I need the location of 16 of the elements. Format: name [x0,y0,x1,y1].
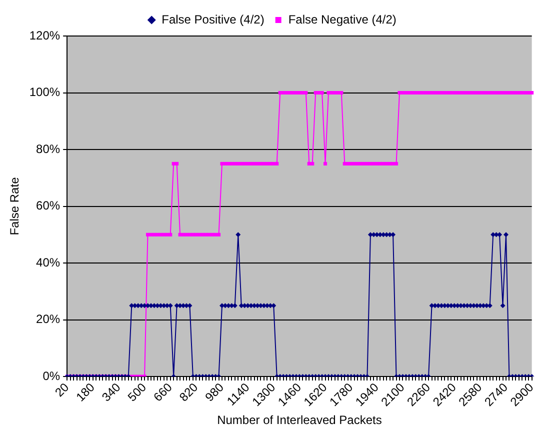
y-tick-label: 40% [36,255,60,270]
x-axis-title: Number of Interleaved Packets [217,413,382,428]
x-tick-label: 340 [99,380,124,404]
y-tick-label: 60% [36,198,60,213]
x-tick-label: 820 [176,380,201,404]
x-tick-label: 660 [150,380,176,404]
y-tick-label: 80% [36,142,60,156]
legend-label: False Positive (4/2) [162,12,264,26]
y-tick-label: 20% [36,312,60,326]
y-tick-label: 120% [29,28,60,42]
x-tick-label: 500 [124,380,150,404]
y-tick-label: 100% [29,85,60,100]
y-axis-title: False Rate [8,176,22,236]
x-tick-label: 180 [73,380,98,404]
legend-label: False Negative (4/2) [288,12,396,26]
x-tick-label: 980 [202,380,227,404]
